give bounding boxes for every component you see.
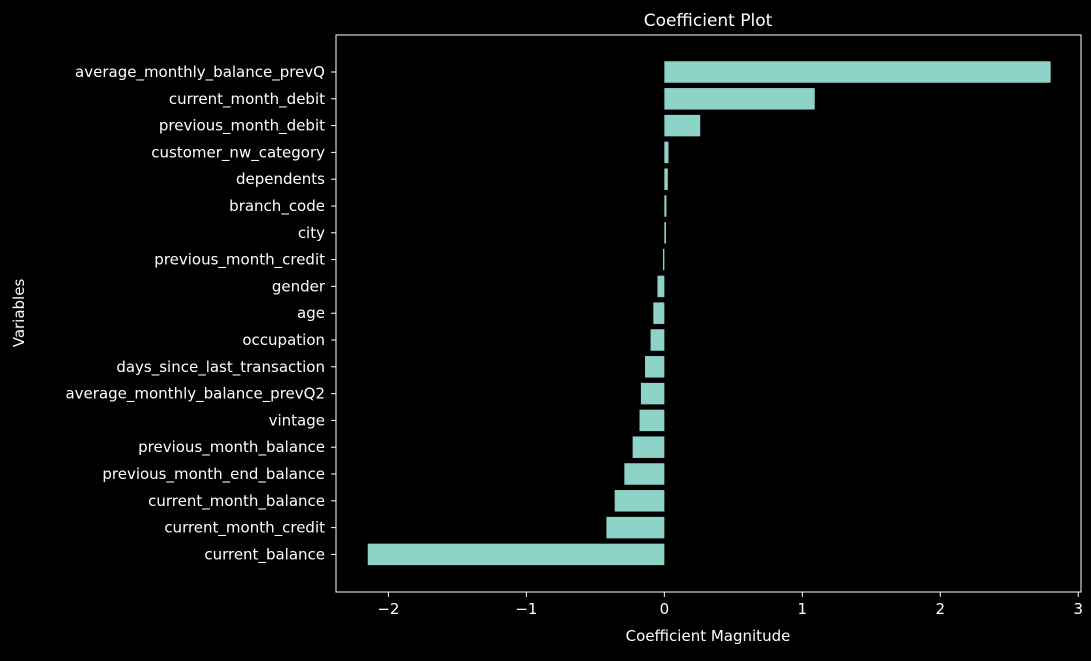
bar-customer-nw-category xyxy=(664,141,669,164)
y-tick-label: current_balance xyxy=(204,545,325,564)
y-tick-labels: average_monthly_balance_prevQ current_mon… xyxy=(65,63,336,564)
bar-previous-month-end-balance xyxy=(624,463,665,485)
y-tick-label: current_month_credit xyxy=(164,519,325,538)
x-tick-label: 3 xyxy=(1073,600,1083,618)
y-tick-label: current_month_balance xyxy=(148,492,325,511)
bar-days-since-last-transaction xyxy=(645,356,665,378)
y-tick-label: previous_month_balance xyxy=(138,438,325,457)
bar-current-month-balance xyxy=(614,490,665,512)
chart-title: Coefficient Plot xyxy=(644,11,773,31)
y-tick-label: branch_code xyxy=(229,197,325,216)
x-tick-label: −1 xyxy=(515,600,537,618)
y-tick-label: customer_nw_category xyxy=(151,143,325,162)
y-tick-label: previous_month_credit xyxy=(154,251,325,270)
y-axis-label: Variables xyxy=(10,279,28,348)
y-tick-label: gender xyxy=(272,277,326,295)
bar-previous-month-debit xyxy=(664,114,701,137)
x-tick-labels: −2 −1 0 1 2 3 xyxy=(377,592,1083,618)
bar-gender xyxy=(657,275,665,298)
bar-current-month-debit xyxy=(664,88,815,110)
bar-dependents xyxy=(664,168,668,190)
y-tick-label: dependents xyxy=(236,170,325,188)
y-tick-label: age xyxy=(297,304,325,322)
y-tick-label: average_monthly_balance_prevQ2 xyxy=(65,385,325,404)
bar-age xyxy=(653,302,665,324)
bar-previous-month-credit xyxy=(662,248,665,271)
x-tick-label: −2 xyxy=(377,600,399,618)
plot-frame xyxy=(335,34,1082,593)
bar-average-monthly-balance-prevQ xyxy=(664,61,1051,83)
bars-group xyxy=(367,61,1051,566)
bar-occupation xyxy=(650,329,665,351)
y-tick-label: previous_month_end_balance xyxy=(102,465,325,484)
y-tick-label: vintage xyxy=(269,411,325,429)
x-axis-label: Coefficient Magnitude xyxy=(626,627,791,645)
bar-branch-code xyxy=(664,195,667,217)
bar-vintage xyxy=(639,409,665,432)
bar-average-monthly-balance-prevQ2 xyxy=(640,382,665,405)
bar-current-month-credit xyxy=(606,516,665,539)
bar-current-balance xyxy=(367,543,665,566)
x-tick-label: 1 xyxy=(798,600,808,618)
x-tick-label: 2 xyxy=(936,600,946,618)
y-tick-label: previous_month_debit xyxy=(159,117,325,136)
bar-city xyxy=(664,222,667,244)
y-tick-label: current_month_debit xyxy=(169,90,325,109)
y-tick-label: days_since_last_transaction xyxy=(116,358,325,377)
x-tick-label: 0 xyxy=(660,600,670,618)
y-tick-label: average_monthly_balance_prevQ xyxy=(75,63,325,82)
y-tick-label: occupation xyxy=(242,331,325,349)
bar-previous-month-balance xyxy=(632,436,665,458)
y-tick-label: city xyxy=(298,224,325,242)
